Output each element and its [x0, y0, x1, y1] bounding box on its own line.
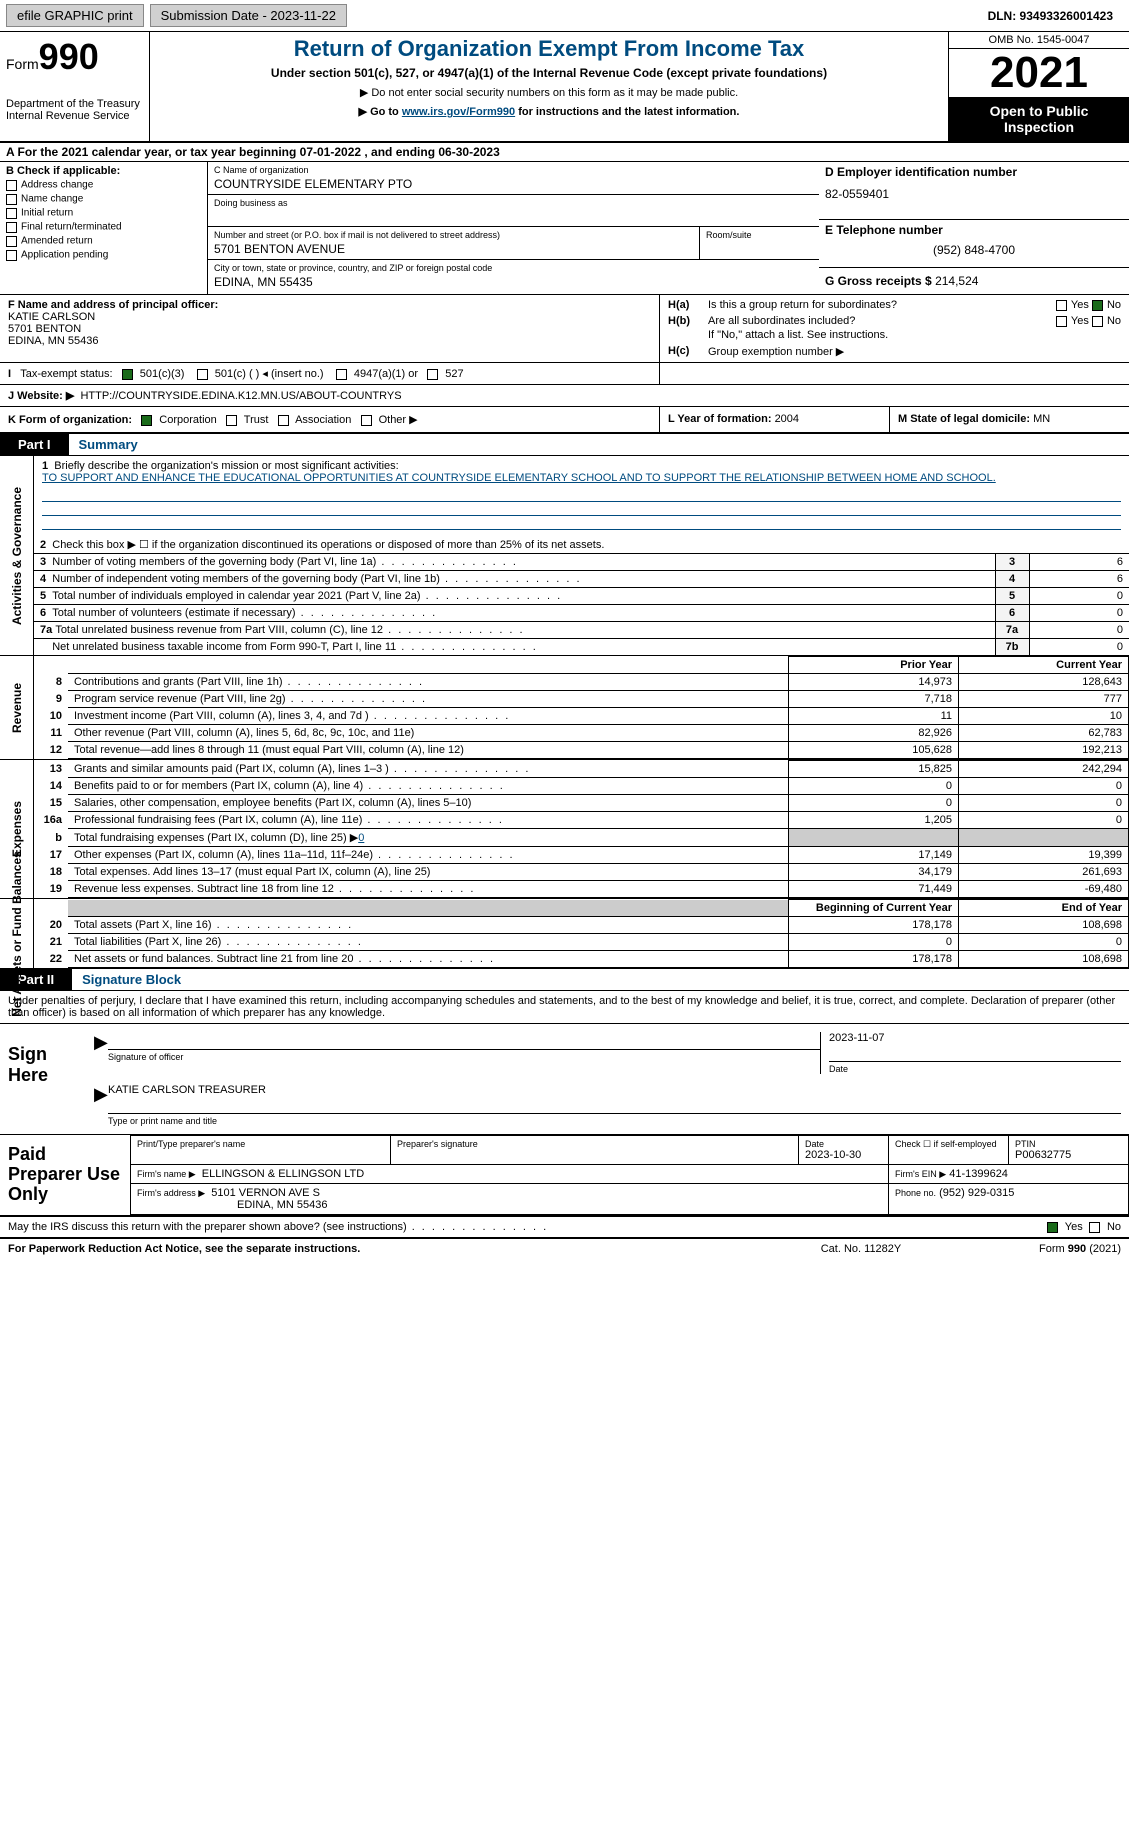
dept-treasury: Department of the TreasuryInternal Reven… [6, 98, 143, 122]
chk-association[interactable] [278, 415, 289, 426]
section-fh: F Name and address of principal officer:… [0, 295, 1129, 363]
paid-preparer-block: Paid Preparer Use Only Print/Type prepar… [0, 1135, 1129, 1217]
revenue-table: Prior YearCurrent Year 8Contributions an… [34, 656, 1129, 759]
discuss-line: May the IRS discuss this return with the… [0, 1217, 1129, 1239]
return-title: Return of Organization Exempt From Incom… [158, 36, 940, 62]
chk-501c[interactable] [197, 369, 208, 380]
org-name: COUNTRYSIDE ELEMENTARY PTO [214, 175, 813, 191]
declaration-text: Under penalties of perjury, I declare th… [0, 991, 1129, 1024]
officer-name: KATIE CARLSON [8, 311, 95, 323]
chk-4947[interactable] [336, 369, 347, 380]
vtab-expenses: Expenses [10, 801, 24, 857]
return-subtitle: Under section 501(c), 527, or 4947(a)(1)… [158, 66, 940, 80]
firm-name: ELLINGSON & ELLINGSON LTD [202, 1168, 364, 1180]
phone-value: (952) 848-4700 [825, 237, 1123, 257]
chk-hb-yes[interactable] [1056, 316, 1067, 327]
chk-527[interactable] [427, 369, 438, 380]
top-bar: efile GRAPHIC print Submission Date - 20… [0, 0, 1129, 32]
ptin-value: P00632775 [1015, 1149, 1122, 1161]
state-domicile: MN [1033, 413, 1050, 425]
sign-date: 2023-11-07 [829, 1032, 1121, 1044]
chk-name-change[interactable] [6, 194, 17, 205]
officer-name-title: KATIE CARLSON TREASURER [108, 1084, 1121, 1096]
box-c: C Name of organization COUNTRYSIDE ELEME… [208, 162, 819, 294]
tax-year: 2021 [949, 49, 1129, 97]
governance-table: 2 Check this box ▶ ☐ if the organization… [34, 530, 1129, 655]
chk-discuss-yes[interactable] [1047, 1222, 1058, 1233]
part1-header: Part I Summary [0, 434, 1129, 456]
chk-discuss-no[interactable] [1089, 1222, 1100, 1233]
vtab-revenue: Revenue [10, 682, 24, 732]
efile-print-button[interactable]: efile GRAPHIC print [6, 4, 144, 27]
box-b: B Check if applicable: Address change Na… [0, 162, 208, 294]
org-street: 5701 BENTON AVENUE [214, 240, 693, 256]
org-city: EDINA, MN 55435 [214, 273, 813, 289]
mission-text: TO SUPPORT AND ENHANCE THE EDUCATIONAL O… [42, 472, 996, 484]
chk-ha-yes[interactable] [1056, 300, 1067, 311]
chk-501c3[interactable] [122, 369, 133, 380]
section-i: I Tax-exempt status: 501(c)(3) 501(c) ( … [0, 363, 1129, 385]
year-formation: 2004 [775, 413, 799, 425]
activities-section: Activities & Governance 1 Briefly descri… [0, 456, 1129, 656]
chk-hb-no[interactable] [1092, 316, 1103, 327]
chk-amended-return[interactable] [6, 236, 17, 247]
expenses-table: 13Grants and similar amounts paid (Part … [34, 760, 1129, 898]
ein-value: 82-0559401 [825, 179, 1123, 201]
chk-address-change[interactable] [6, 180, 17, 191]
line-a-tax-year: A For the 2021 calendar year, or tax yea… [0, 143, 1129, 162]
chk-initial-return[interactable] [6, 208, 17, 219]
expenses-section: Expenses 13Grants and similar amounts pa… [0, 760, 1129, 899]
netassets-table: Beginning of Current YearEnd of Year 20T… [34, 899, 1129, 968]
ssn-note: ▶ Do not enter social security numbers o… [158, 86, 940, 99]
chk-other[interactable] [361, 415, 372, 426]
irs-link-line: ▶ Go to www.irs.gov/Form990 for instruct… [158, 105, 940, 118]
section-klm: K Form of organization: Corporation Trus… [0, 407, 1129, 434]
firm-phone: (952) 929-0315 [939, 1187, 1014, 1199]
gross-receipts: 214,524 [935, 274, 978, 288]
box-deg: D Employer identification number 82-0559… [819, 162, 1129, 294]
chk-final-return[interactable] [6, 222, 17, 233]
dln-text: DLN: 93493326001423 [988, 9, 1123, 23]
org-website: HTTP://COUNTRYSIDE.EDINA.K12.MN.US/ABOUT… [80, 390, 401, 402]
part2-header: Part II Signature Block [0, 969, 1129, 991]
vtab-activities: Activities & Governance [10, 486, 24, 624]
section-j: J Website: ▶ HTTP://COUNTRYSIDE.EDINA.K1… [0, 385, 1129, 407]
open-to-public: Open to Public Inspection [949, 97, 1129, 141]
page-footer: For Paperwork Reduction Act Notice, see … [0, 1239, 1129, 1259]
netassets-section: Net Assets or Fund Balances Beginning of… [0, 899, 1129, 969]
revenue-section: Revenue Prior YearCurrent Year 8Contribu… [0, 656, 1129, 760]
section-bcd: B Check if applicable: Address change Na… [0, 162, 1129, 295]
chk-ha-no[interactable] [1092, 300, 1103, 311]
chk-corporation[interactable] [141, 415, 152, 426]
form-number: Form990 [6, 36, 143, 78]
sign-here-block: Sign Here ▶ Signature of officer 2023-11… [0, 1024, 1129, 1135]
omb-number: OMB No. 1545-0047 [949, 32, 1129, 49]
irs-link[interactable]: www.irs.gov/Form990 [402, 106, 515, 118]
chk-trust[interactable] [226, 415, 237, 426]
form-header: Form990 Department of the TreasuryIntern… [0, 32, 1129, 143]
vtab-netassets: Net Assets or Fund Balances [10, 851, 24, 1017]
submission-date-button[interactable]: Submission Date - 2023-11-22 [150, 4, 347, 27]
chk-application-pending[interactable] [6, 250, 17, 261]
firm-ein: 41-1399624 [949, 1168, 1008, 1180]
